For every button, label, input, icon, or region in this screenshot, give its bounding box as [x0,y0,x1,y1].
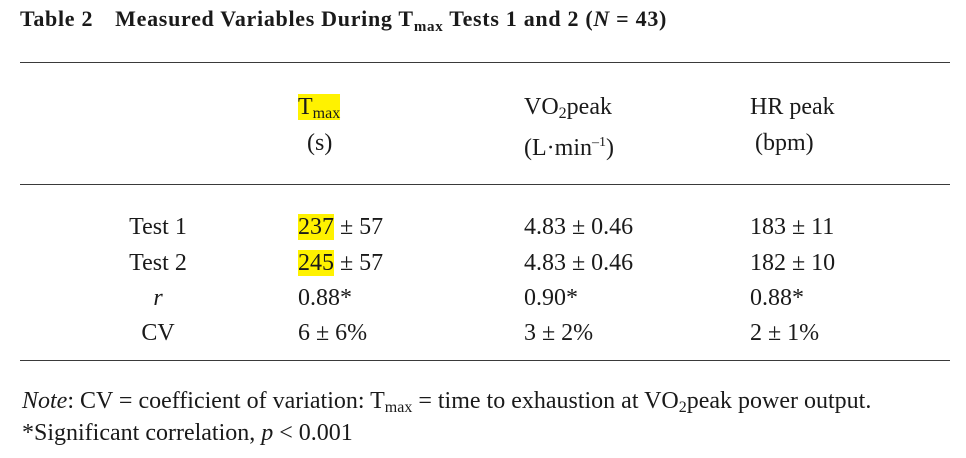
note-text-b: = time to exhaustion at VO [412,388,679,414]
top-rule [20,62,950,63]
table-title: Table 2 Measured Variables During Tmax Te… [20,6,667,36]
header-vo2-sub: 2 [558,105,567,122]
cell-vo2-test2: 4.83 ± 0.46 [524,250,634,276]
table-number: Table 2 [20,6,94,31]
significance-note: *Significant correlation, p < 0.001 [22,418,353,448]
bottom-rule [20,360,950,361]
header-hr-unit: (bpm) [755,130,814,156]
cell-tmax-test2: 245 ± 57 [298,248,383,278]
header-tmax-highlight: Tmax [298,94,341,122]
title-subscript: max [413,19,444,35]
cell-tmax-test2-highlight: 245 [298,250,334,276]
header-vo2-pre: VO [524,94,559,120]
cell-hr-test2: 182 ± 10 [750,250,836,276]
header-vo2: VO2peak [524,92,612,129]
cell-tmax-test1-rest: ± 57 [334,214,384,240]
note-sub-2: 2 [678,399,687,416]
cell-vo2-r: 0.90* [524,285,578,311]
cell-hr-cv: 2 ± 1% [750,320,820,346]
header-vo2-unit-post: ) [605,135,614,161]
cell-tmax-cv: 6 ± 6% [298,320,368,346]
row-label-test2: Test 2 [129,250,187,276]
note-sub-max: max [384,399,413,416]
cell-tmax-r: 0.88* [298,285,352,311]
cell-tmax-test1: 237 ± 57 [298,212,383,242]
row-label-cv: CV [141,320,175,346]
header-tmax: Tmax [298,92,341,129]
sig-text-b: < 0.001 [273,420,353,446]
note-text-a: : CV = coefficient of variation: T [67,388,385,414]
title-text-pre: Measured Variables During T [115,6,414,31]
header-vo2-unit: (L·min–1) [524,128,614,163]
cell-tmax-test1-highlight: 237 [298,214,334,240]
header-hr: HR peak [750,94,835,120]
header-tmax-unit: (s) [307,130,333,156]
cell-hr-test1: 183 ± 11 [750,214,835,240]
header-vo2-unit-sup: –1 [591,135,606,150]
header-vo2-post: peak [566,94,612,120]
title-text-end: = 43) [609,6,668,31]
note-label: Note [22,388,68,414]
note-text-c: peak power output. [686,388,872,414]
row-label-r: r [153,285,163,311]
cell-tmax-test2-rest: ± 57 [334,250,384,276]
title-text-mid: Tests 1 and 2 ( [443,6,594,31]
header-rule [20,184,950,185]
table-note: Note: CV = coefficient of variation: Tma… [22,386,871,423]
sig-p: p [261,420,274,446]
cell-vo2-test1: 4.83 ± 0.46 [524,214,634,240]
row-label-test1: Test 1 [129,214,187,240]
cell-vo2-cv: 3 ± 2% [524,320,594,346]
header-tmax-main: T [298,94,313,120]
header-tmax-sub: max [312,105,341,122]
header-vo2-unit-pre: (L·min [524,135,592,161]
cell-hr-r: 0.88* [750,285,804,311]
sig-text-a: *Significant correlation, [22,420,262,446]
title-n: N [593,6,610,31]
